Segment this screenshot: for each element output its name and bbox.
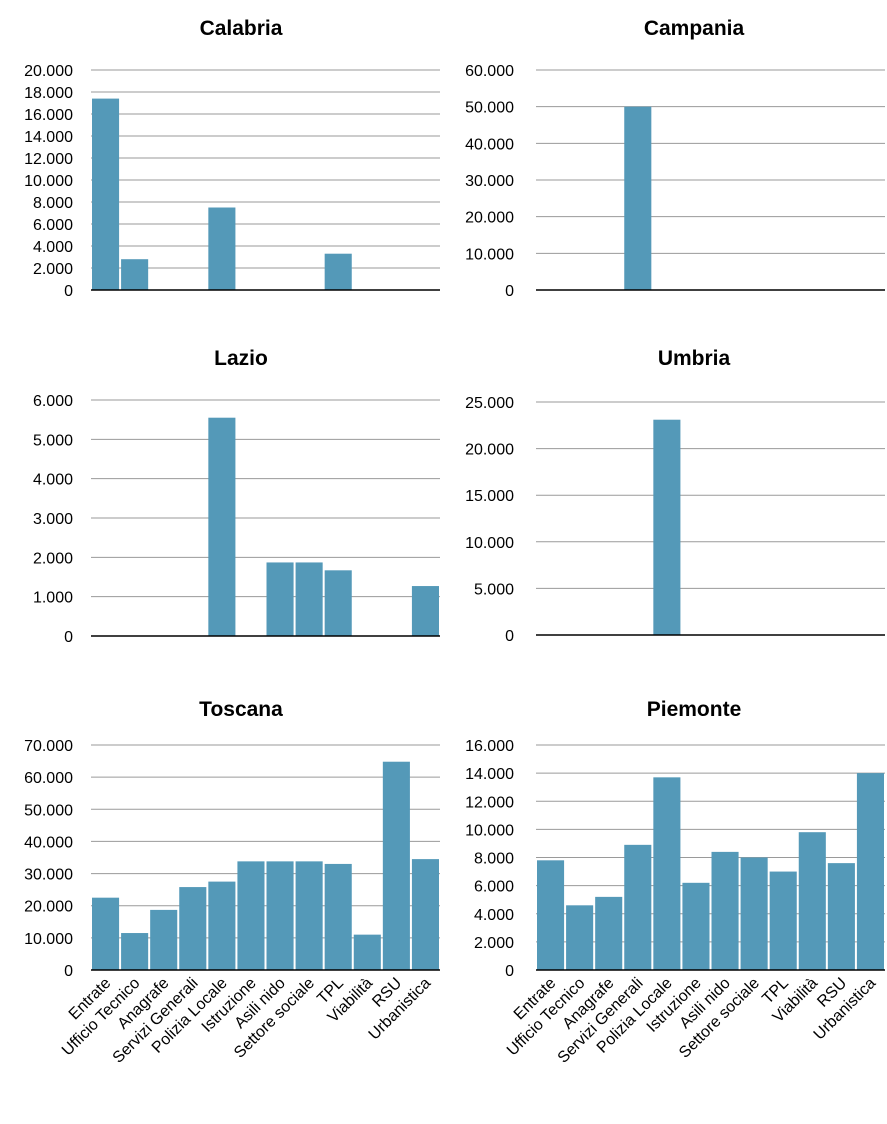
y-tick-label: 14.000 [24,129,73,146]
y-tick-label: 15.000 [465,488,514,505]
bar-polizia-locale [208,881,236,970]
bar-tpl [324,253,352,290]
bar-asili-nido [266,861,294,970]
y-tick-label: 60.000 [465,63,514,80]
y-tick-label: 0 [64,283,73,300]
y-tick-label: 5.000 [474,581,514,598]
chart-piemonte: Piemonte 0 2.000 4.000 6.000 8.000 10.000 12.00… [465,698,885,1067]
chart-title: Calabria [200,17,283,40]
bar-tpl [324,863,352,970]
bar-tpl [769,871,797,970]
chart-calabria: Calabria 0 2.000 4.000 6.000 8.000 10.000 12.00… [24,17,440,300]
bar-ufficio-tecnico [121,259,149,290]
y-tick-label: 16.000 [465,738,514,755]
y-tick-label: 20.000 [465,210,514,227]
y-tick-label: 20.000 [24,899,73,916]
bar-rsu [382,761,410,970]
y-tick-label: 50.000 [24,802,73,819]
y-tick-label: 8.000 [33,195,73,212]
y-tick-label: 12.000 [24,151,73,168]
y-tick-label: 4.000 [33,472,73,489]
y-tick-label: 6.000 [474,879,514,896]
y-tick-label: 6.000 [33,393,73,410]
bar-servizi-generali [179,887,207,970]
bar-settore-sociale [740,857,768,970]
y-tick-label: 10.000 [465,535,514,552]
y-tick-label: 40.000 [24,834,73,851]
bar-polizia-locale [208,417,236,636]
chart-title: Lazio [214,347,268,370]
chart-toscana: Toscana 0 10.000 20.000 30.000 40.000 50.000 60… [24,698,440,1067]
bar-istruzione [682,882,710,970]
chart-title: Piemonte [647,698,742,721]
chart-umbria: Umbria 0 5.000 10.000 15.000 20.000 25.000 [465,347,885,645]
bar-polizia-locale [208,207,236,290]
y-tick-label: 14.000 [465,766,514,783]
y-tick-label: 12.000 [465,794,514,811]
bar-anagrafe [150,909,178,970]
y-tick-label: 10.000 [24,931,73,948]
y-tick-label: 18.000 [24,85,73,102]
y-tick-label: 10.000 [465,246,514,263]
y-tick-label: 2.000 [33,261,73,278]
bar-asili-nido [266,562,294,636]
bar-urbanistica [411,859,439,970]
y-tick-label: 3.000 [33,511,73,528]
bar-asili-nido [711,851,739,970]
y-tick-label: 60.000 [24,770,73,787]
bar-urbanistica [411,586,439,636]
bar-ufficio-tecnico [566,905,594,970]
chart-lazio: Lazio 0 1.000 2.000 3.000 4.000 5.000 6.000 [33,347,440,646]
y-tick-label: 0 [505,963,514,980]
y-tick-label: 0 [505,628,514,645]
chart-title: Toscana [199,698,283,721]
y-tick-label: 0 [64,629,73,646]
y-tick-label: 2.000 [33,550,73,567]
y-tick-label: 10.000 [465,822,514,839]
y-tick-label: 20.000 [465,442,514,459]
bar-polizia-locale [653,419,681,635]
y-tick-label: 10.000 [24,173,73,190]
y-tick-label: 1.000 [33,590,73,607]
bar-entrate [92,98,120,290]
bar-servizi-generali [624,106,652,291]
y-tick-label: 40.000 [465,136,514,153]
bar-tpl [324,570,352,636]
bar-rsu [827,863,855,970]
y-tick-label: 6.000 [33,217,73,234]
chart-title: Campania [644,17,745,40]
bar-entrate [92,897,120,970]
bar-urbanistica [856,773,884,970]
y-tick-label: 20.000 [24,63,73,80]
bar-servizi-generali [624,844,652,970]
y-tick-label: 25.000 [465,395,514,412]
y-tick-label: 16.000 [24,107,73,124]
bar-settore-sociale [295,562,323,636]
y-tick-label: 2.000 [474,935,514,952]
y-tick-label: 4.000 [33,239,73,256]
bar-ufficio-tecnico [121,933,149,970]
chart-title: Umbria [658,347,731,370]
bar-entrate [537,860,565,970]
y-tick-label: 30.000 [465,173,514,190]
y-tick-label: 50.000 [465,100,514,117]
bar-settore-sociale [295,861,323,970]
y-tick-label: 0 [64,963,73,980]
bar-viabilit- [353,934,381,970]
bar-polizia-locale [653,777,681,970]
chart-campania: Campania 0 10.000 20.000 30.000 40.000 50.000 6… [465,17,885,300]
y-tick-label: 0 [505,283,514,300]
y-tick-label: 5.000 [33,432,73,449]
bar-istruzione [237,861,265,970]
bar-viabilit- [798,832,826,970]
y-tick-label: 30.000 [24,867,73,884]
y-tick-label: 8.000 [474,851,514,868]
bar-anagrafe [595,896,623,970]
y-tick-label: 4.000 [474,907,514,924]
y-tick-label: 70.000 [24,738,73,755]
